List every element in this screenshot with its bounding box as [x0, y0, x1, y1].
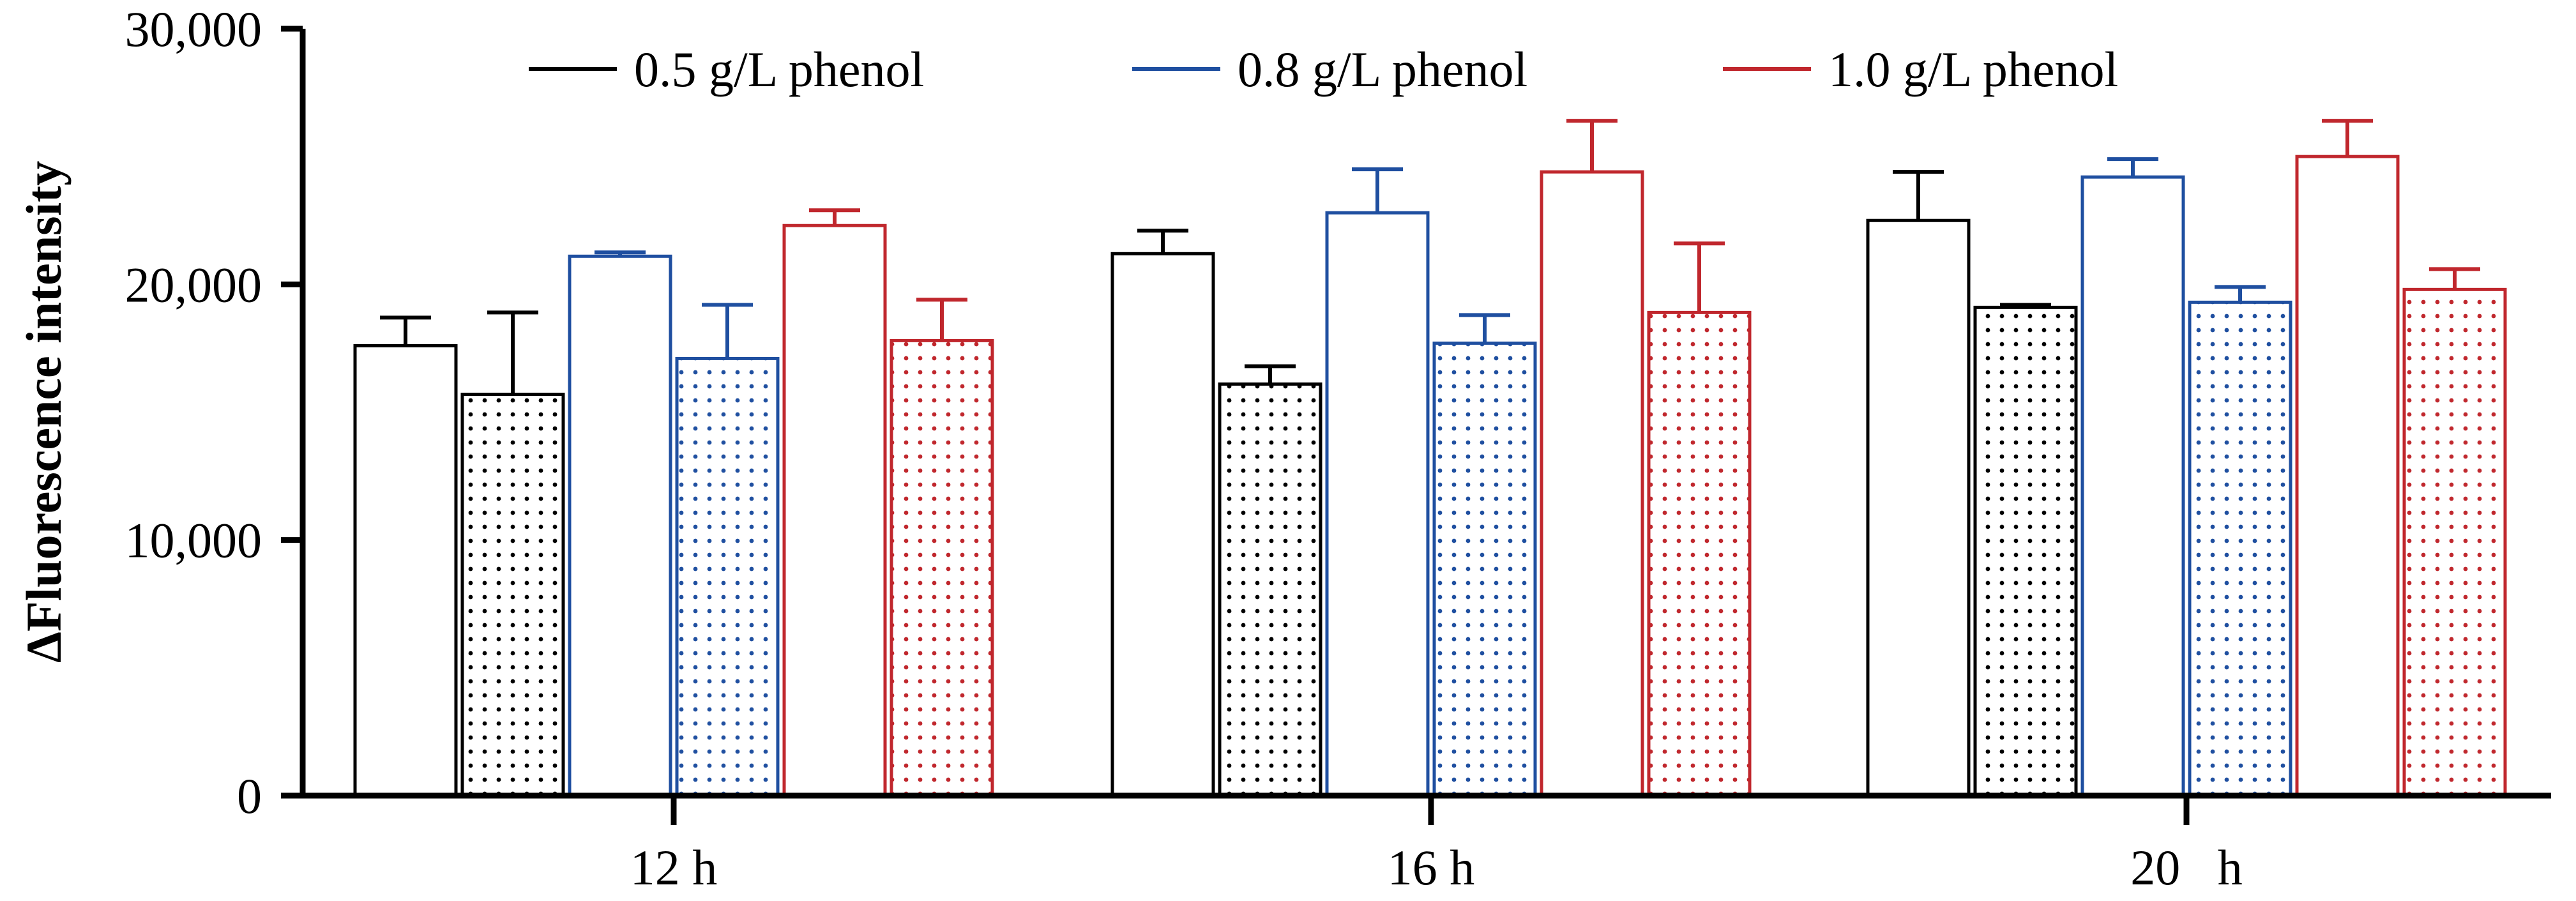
legend: 0.5 g/L phenol 0.8 g/L phenol 1.0 g/L phen… — [529, 42, 2118, 97]
bar — [1325, 211, 1430, 798]
bar — [1647, 310, 1752, 798]
bar — [460, 392, 565, 798]
bar — [890, 338, 994, 798]
legend-label: 1.0 g/L phenol — [1828, 42, 2118, 97]
x-tick-label: 12 h — [630, 840, 718, 895]
bars-layer — [353, 119, 2507, 798]
bar — [568, 254, 672, 798]
legend-label: 0.8 g/L phenol — [1238, 42, 1527, 97]
bar — [1540, 170, 1644, 798]
bar — [1218, 382, 1322, 798]
legend-label: 0.5 g/L phenol — [634, 42, 924, 97]
bar — [1110, 252, 1215, 798]
y-axis-title: ΔFluorescence intensity — [16, 161, 72, 663]
y-tick-label: 20,000 — [125, 257, 262, 312]
x-tick-label: 20 h — [2130, 840, 2243, 895]
x-tick-label: 16 h — [1388, 840, 1475, 895]
bar — [2188, 300, 2292, 798]
bar — [782, 223, 887, 798]
bar — [1432, 341, 1537, 798]
ticks-layer: 0 10,000 20,000 30,000 12 h 16 h 20 h — [125, 1, 2243, 895]
bar — [1973, 305, 2078, 798]
bar — [353, 344, 458, 798]
y-tick-label: 10,000 — [125, 513, 262, 568]
y-tick-label: 30,000 — [125, 1, 262, 57]
bar — [2080, 175, 2185, 798]
bar — [675, 356, 780, 798]
bar — [1866, 218, 1971, 798]
bar — [2295, 155, 2400, 798]
y-tick-label: 0 — [237, 768, 262, 824]
bar — [2402, 287, 2507, 798]
